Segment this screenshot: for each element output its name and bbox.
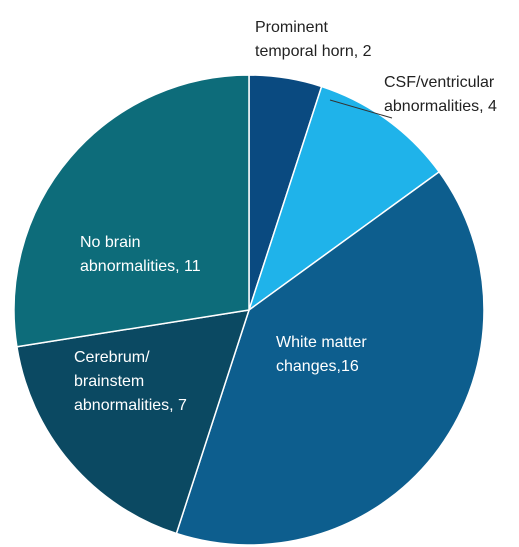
- slice-label: temporal horn, 2: [255, 43, 372, 60]
- slice-label: Cerebrum/: [74, 349, 150, 366]
- slice-label: CSF/ventricular: [384, 74, 495, 91]
- slice-label: No brain: [80, 234, 140, 251]
- slice-label: abnormalities, 7: [74, 397, 187, 414]
- slice-label: changes,16: [276, 358, 359, 375]
- slice-label: abnormalities, 4: [384, 98, 497, 115]
- leader-line: [329, 99, 393, 119]
- slice-label: abnormalities, 11: [80, 258, 201, 275]
- pie-slice: [247, 85, 441, 312]
- slice-label: White matter: [276, 334, 367, 351]
- pie-slice: [16, 309, 251, 535]
- pie-slice: [13, 74, 250, 348]
- slice-label: brainstem: [74, 373, 144, 390]
- slice-label: Prominent: [255, 19, 328, 36]
- pie-slice: [175, 170, 485, 546]
